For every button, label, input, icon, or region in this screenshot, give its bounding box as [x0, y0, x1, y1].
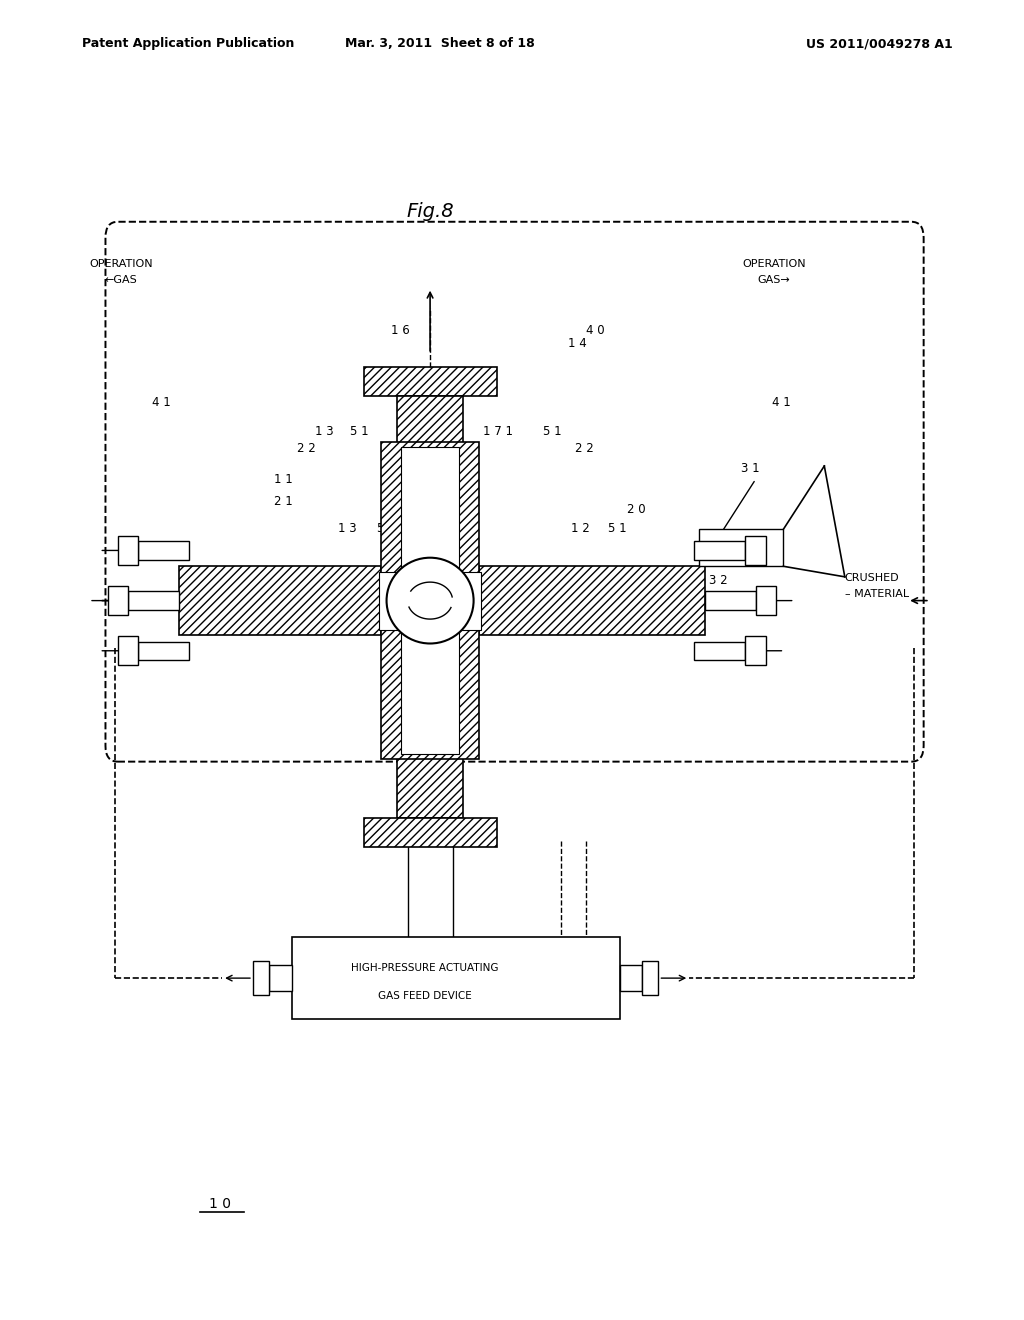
Text: 2 0: 2 0: [627, 503, 645, 516]
Text: 1 1: 1 1: [274, 473, 293, 486]
Text: 5 1: 5 1: [608, 521, 627, 535]
Text: 5 1: 5 1: [350, 425, 369, 438]
Bar: [745, 536, 766, 565]
Text: 1 6: 1 6: [391, 323, 410, 337]
Ellipse shape: [386, 557, 473, 643]
Bar: [364, 818, 497, 847]
Bar: [364, 367, 497, 396]
Bar: [292, 937, 620, 1019]
Text: GAS→: GAS→: [758, 275, 791, 285]
Text: 1 3: 1 3: [315, 425, 334, 438]
Text: OPERATION: OPERATION: [89, 259, 153, 269]
Text: Fig.8: Fig.8: [407, 202, 454, 220]
Bar: [620, 965, 642, 991]
Bar: [396, 396, 463, 548]
Bar: [138, 642, 189, 660]
Bar: [694, 541, 745, 560]
Text: CRUSHED: CRUSHED: [845, 573, 899, 583]
Bar: [479, 566, 705, 635]
Text: 4 0: 4 0: [586, 323, 604, 337]
Text: 3 1: 3 1: [741, 462, 760, 475]
Text: 3 2: 3 2: [709, 574, 727, 587]
Text: 2 2: 2 2: [575, 442, 594, 455]
Bar: [400, 447, 459, 754]
Bar: [108, 586, 128, 615]
Text: 4 1: 4 1: [772, 396, 791, 409]
Text: 1 3: 1 3: [338, 521, 356, 535]
Bar: [138, 541, 189, 560]
Text: 1 7 1: 1 7 1: [483, 425, 513, 438]
Bar: [379, 572, 481, 630]
Text: US 2011/0049278 A1: US 2011/0049278 A1: [806, 37, 952, 50]
Text: 1 2: 1 2: [571, 521, 590, 535]
Text: 4 1: 4 1: [152, 396, 170, 409]
Bar: [128, 591, 179, 610]
Text: 5 1: 5 1: [543, 425, 561, 438]
Text: OPERATION: OPERATION: [742, 259, 806, 269]
Text: 1 0: 1 0: [209, 1197, 231, 1210]
Text: 1 4: 1 4: [568, 337, 587, 350]
Bar: [253, 961, 269, 995]
Bar: [699, 529, 783, 566]
Text: Patent Application Publication: Patent Application Publication: [82, 37, 294, 50]
Bar: [694, 642, 745, 660]
Bar: [118, 536, 138, 565]
Text: 2 2: 2 2: [297, 442, 315, 455]
Bar: [381, 442, 479, 759]
Bar: [756, 586, 776, 615]
Text: GAS FEED DEVICE: GAS FEED DEVICE: [378, 991, 472, 1001]
Text: ←GAS: ←GAS: [104, 275, 137, 285]
Text: 5 1: 5 1: [377, 521, 395, 535]
Text: – MATERIAL: – MATERIAL: [845, 589, 909, 599]
Bar: [118, 636, 138, 665]
Bar: [745, 636, 766, 665]
Bar: [396, 653, 463, 818]
Bar: [705, 591, 756, 610]
Text: HIGH-PRESSURE ACTUATING: HIGH-PRESSURE ACTUATING: [351, 964, 499, 973]
Bar: [269, 965, 292, 991]
Bar: [642, 961, 658, 995]
Text: 2 1: 2 1: [274, 495, 293, 508]
Text: Mar. 3, 2011  Sheet 8 of 18: Mar. 3, 2011 Sheet 8 of 18: [345, 37, 536, 50]
Bar: [179, 566, 381, 635]
